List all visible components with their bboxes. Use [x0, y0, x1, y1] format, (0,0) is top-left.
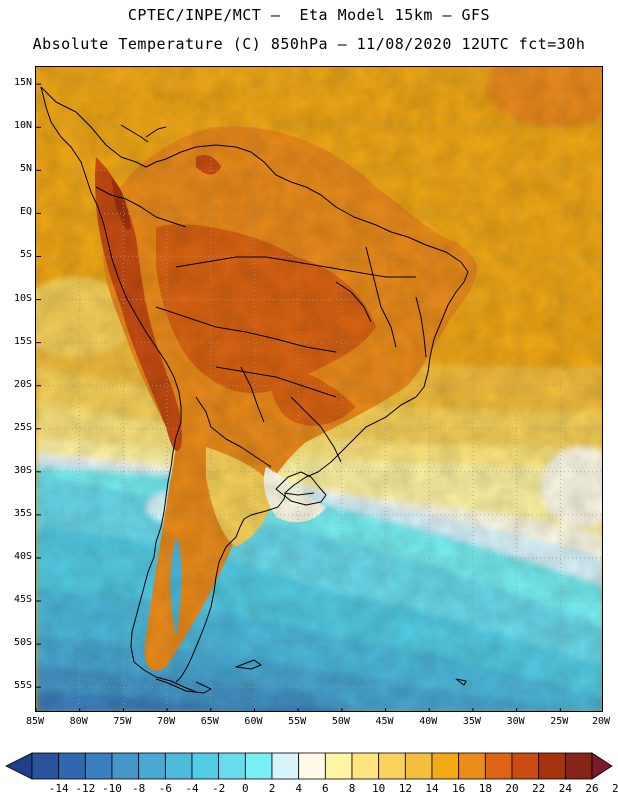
colorbar-swatch — [538, 752, 566, 780]
colorbar-swatch — [351, 752, 380, 780]
colorbar-label: 24 — [558, 782, 572, 795]
longitude-label: 50W — [331, 716, 350, 727]
colorbar-swatch — [431, 752, 460, 780]
colorbar-label: 12 — [398, 782, 412, 795]
latitude-label: 15N — [13, 77, 32, 89]
coastlines — [40, 86, 469, 694]
latitude-label: 50S — [13, 637, 32, 649]
colorbar-swatch — [324, 752, 353, 780]
colorbar-label: 20 — [505, 782, 519, 795]
map-canvas — [36, 67, 602, 711]
colorbar-label: -14 — [48, 782, 69, 795]
colorbar-label: -12 — [75, 782, 96, 795]
longitude-label: 40W — [419, 716, 438, 727]
colorbar-swatch — [378, 752, 406, 780]
graticule — [36, 67, 602, 711]
colorbar-label: 8 — [348, 782, 356, 795]
colorbar-swatch — [84, 752, 113, 780]
temperature-map — [35, 66, 603, 712]
axis-ticks — [36, 83, 561, 711]
latitude-label: 35S — [13, 507, 32, 519]
colorbar-label: 14 — [425, 782, 439, 795]
colorbar-swatch — [404, 752, 433, 780]
longitude-label: 75W — [113, 716, 132, 727]
colorbar-label: 4 — [295, 782, 302, 795]
colorbar-label: 0 — [242, 782, 249, 795]
colorbar-label: -4 — [185, 782, 199, 795]
colorbar-svg — [5, 752, 613, 780]
longitude-label: 30W — [506, 716, 525, 727]
colorbar-label: 22 — [532, 782, 546, 795]
chart-subtitle: Absolute Temperature (C) 850hPa – 11/08/… — [32, 35, 586, 53]
latitude-label: 45S — [13, 594, 32, 606]
longitude-label: 85W — [25, 716, 45, 727]
latitude-label: 5S — [19, 249, 32, 261]
colorbar — [0, 745, 618, 781]
colorbar-swatch — [138, 752, 166, 780]
colorbar-swatch — [244, 752, 273, 780]
colorbar-label: -8 — [132, 782, 146, 795]
colorbar-label: -2 — [212, 782, 226, 795]
longitude-label: 45W — [375, 716, 394, 727]
longitude-label: 70W — [157, 716, 176, 727]
colorbar-swatch — [31, 752, 60, 780]
colorbar-label: 28 — [612, 782, 618, 795]
latitude-label: 30S — [13, 464, 32, 476]
longitude-label: 55W — [288, 716, 307, 727]
latitude-label: 25S — [13, 421, 32, 433]
colorbar-swatch — [191, 752, 220, 780]
colorbar-min-arrow — [5, 752, 33, 780]
latitude-label: 10N — [13, 120, 32, 132]
colorbar-label: 10 — [372, 782, 386, 795]
colorbar-swatch — [484, 752, 513, 780]
colorbar-swatch — [458, 752, 486, 780]
colorbar-label: 18 — [478, 782, 492, 795]
longitude-label: 25W — [550, 716, 569, 727]
longitude-label: 35W — [462, 716, 481, 727]
latitude-label: 5N — [19, 163, 32, 175]
latitude-label: EQ — [19, 206, 32, 218]
colorbar-label: -10 — [102, 782, 122, 795]
colorbar-swatch — [58, 752, 86, 780]
colorbar-swatch — [271, 752, 300, 780]
chart-title: CPTEC/INPE/MCT – Eta Model 15km – GFS — [127, 6, 491, 24]
colorbar-swatch — [298, 752, 326, 780]
colorbar-swatch — [111, 752, 140, 780]
latitude-label: 15S — [13, 335, 32, 347]
colorbar-swatch — [218, 752, 246, 780]
longitude-label: 20W — [591, 716, 611, 727]
latitude-label: 20S — [13, 378, 32, 390]
colorbar-swatch — [511, 752, 540, 780]
colorbar-label: 6 — [322, 782, 329, 795]
colorbar-label: 26 — [585, 782, 599, 795]
latitude-label: 40S — [13, 550, 32, 562]
latitude-label: 10S — [13, 292, 32, 304]
field-texture — [36, 67, 602, 711]
colorbar-label: -6 — [158, 782, 172, 795]
longitude-label: 65W — [200, 716, 219, 727]
latitude-label: 55S — [13, 680, 32, 692]
colorbar-label: 2 — [268, 782, 276, 795]
colorbar-swatch — [164, 752, 193, 780]
colorbar-label: 16 — [452, 782, 466, 795]
colorbar-swatch — [564, 752, 593, 780]
colorbar-max-arrow — [591, 752, 613, 780]
longitude-label: 60W — [244, 716, 263, 727]
longitude-label: 80W — [69, 716, 88, 727]
